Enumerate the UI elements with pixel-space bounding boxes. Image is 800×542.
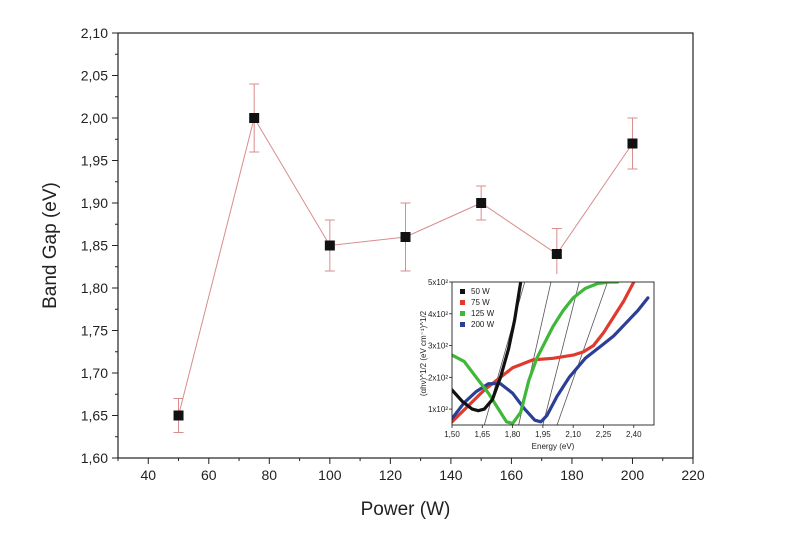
y-tick-label: 1,85 — [81, 238, 108, 254]
inset-y-tick-label: 4x10² — [428, 310, 448, 319]
y-tick-label: 1,80 — [81, 280, 108, 296]
legend-label: 200 W — [471, 320, 495, 329]
y-tick-label: 1,90 — [81, 195, 108, 211]
y-tick-label: 2,05 — [81, 68, 108, 84]
legend-label: 125 W — [471, 309, 495, 318]
tangent-line — [542, 282, 580, 425]
data-point — [173, 410, 184, 421]
x-tick-label: 160 — [500, 467, 524, 483]
data-point — [249, 113, 260, 123]
inset-series-line — [452, 282, 620, 425]
y-tick-label: 1,95 — [81, 153, 108, 169]
y-tick-label: 2,10 — [81, 25, 108, 41]
y-tick-label: 1,65 — [81, 408, 108, 424]
inset-x-tick-label: 2,25 — [596, 430, 612, 439]
x-tick-label: 80 — [262, 467, 278, 483]
inset-series-line — [452, 296, 650, 424]
inset-plot-area — [452, 282, 650, 425]
inset-x-tick-label: 1,65 — [475, 430, 491, 439]
inset-x-tick-label: 2,10 — [565, 430, 581, 439]
inset-series-line — [452, 282, 636, 424]
x-tick-label: 140 — [439, 467, 463, 483]
x-tick-label: 60 — [201, 467, 217, 483]
x-tick-label: 100 — [318, 467, 342, 483]
x-tick-label: 40 — [140, 467, 156, 483]
inset-series-line — [452, 282, 523, 413]
y-tick-label: 1,60 — [81, 450, 108, 466]
inset-chart: 1,50 1,65 1,80 1,95 2,10 2,25 2,40 1x10² 2x10² 3x… — [412, 274, 662, 457]
legend-marker — [460, 322, 465, 327]
inset-x-axis-label: Energy (eV) — [532, 442, 575, 451]
data-point — [476, 198, 487, 208]
inset-y-axis-label: (αhν)^1/2 (eV cm⁻¹)^1/2 — [419, 310, 428, 396]
x-tick-label: 180 — [560, 467, 584, 483]
x-tick-label: 220 — [681, 467, 705, 483]
inset-x-tick-label: 1,50 — [444, 430, 460, 439]
y-tick-label: 1,70 — [81, 365, 108, 381]
data-point — [627, 138, 638, 149]
data-point — [324, 240, 335, 251]
inset-y-tick-label: 1x10² — [428, 405, 448, 414]
y-tick-label: 1,75 — [81, 323, 108, 339]
x-axis-label: Power (W) — [361, 499, 451, 520]
inset-x-tick-label: 2,40 — [626, 430, 642, 439]
data-point — [551, 249, 562, 259]
legend-label: 50 W — [471, 287, 490, 296]
legend-marker — [460, 311, 465, 316]
data-point — [400, 232, 411, 242]
y-tick-label: 2,00 — [81, 110, 108, 126]
inset-y-tick-label: 2x10² — [428, 373, 448, 382]
x-tick-label: 120 — [379, 467, 403, 483]
legend-label: 75 W — [471, 298, 490, 307]
inset-x-tick-label: 1,80 — [505, 430, 521, 439]
main-chart: 40 60 80 100 120 140 160 180 200 220 1,60 1,65 1,70 1… — [40, 25, 705, 520]
inset-y-tick-label: 3x10² — [428, 342, 448, 351]
legend-marker — [460, 300, 465, 305]
legend-marker — [460, 289, 465, 294]
y-axis-label: Band Gap (eV) — [40, 182, 61, 309]
inset-x-tick-label: 1,95 — [535, 430, 551, 439]
inset-y-tick-label: 5x10² — [428, 278, 448, 287]
x-tick-label: 200 — [621, 467, 645, 483]
inset-frame — [451, 281, 655, 426]
